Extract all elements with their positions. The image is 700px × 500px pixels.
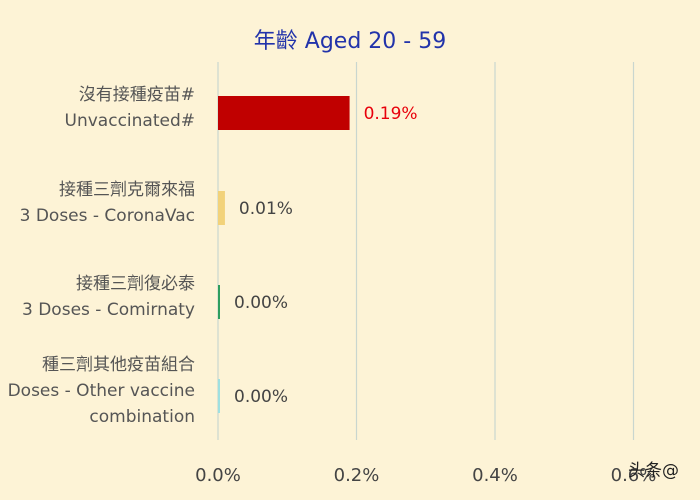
bar [218, 379, 220, 413]
x-tick-label: 0.0% [195, 465, 241, 486]
data-label: 0.00% [234, 387, 288, 407]
x-tick-labels: 0.0% 0.2% 0.4% 0.6% [195, 465, 656, 486]
data-label: 0.01% [239, 199, 293, 219]
bar [218, 285, 220, 319]
category-label-en: 3 Doses - CoronaVac [20, 206, 195, 226]
data-label: 0.19% [364, 104, 418, 124]
watermark: 头条@ [628, 461, 679, 481]
category-label-zh: 種三劑其他疫苗組合 [42, 355, 195, 375]
category-label-en: 3 Doses - Comirnaty [22, 300, 195, 320]
x-tick-label: 0.6% [611, 465, 657, 486]
grid-lines [217, 62, 635, 440]
category-labels: 沒有接種疫苗# Unvaccinated# 接種三劑克爾來福 3 Doses - Co… [8, 85, 195, 427]
bar [218, 191, 225, 225]
bars [218, 96, 350, 413]
category-label-en: Unvaccinated# [65, 111, 195, 131]
category-label-zh: 接種三劑復必泰 [76, 274, 195, 294]
category-label-zh: 接種三劑克爾來福 [59, 180, 195, 200]
category-label-en: combination [89, 407, 195, 427]
x-tick-label: 0.4% [472, 465, 518, 486]
data-label: 0.00% [234, 293, 288, 313]
value-labels: 0.19% 0.01% 0.00% 0.00% [234, 104, 418, 407]
category-label-zh: 沒有接種疫苗# [79, 85, 195, 105]
category-label-en: Doses - Other vaccine [8, 381, 195, 401]
chart-title: 年齡 Aged 20 - 59 [254, 29, 446, 54]
bar [218, 96, 350, 130]
x-tick-label: 0.2% [334, 465, 380, 486]
